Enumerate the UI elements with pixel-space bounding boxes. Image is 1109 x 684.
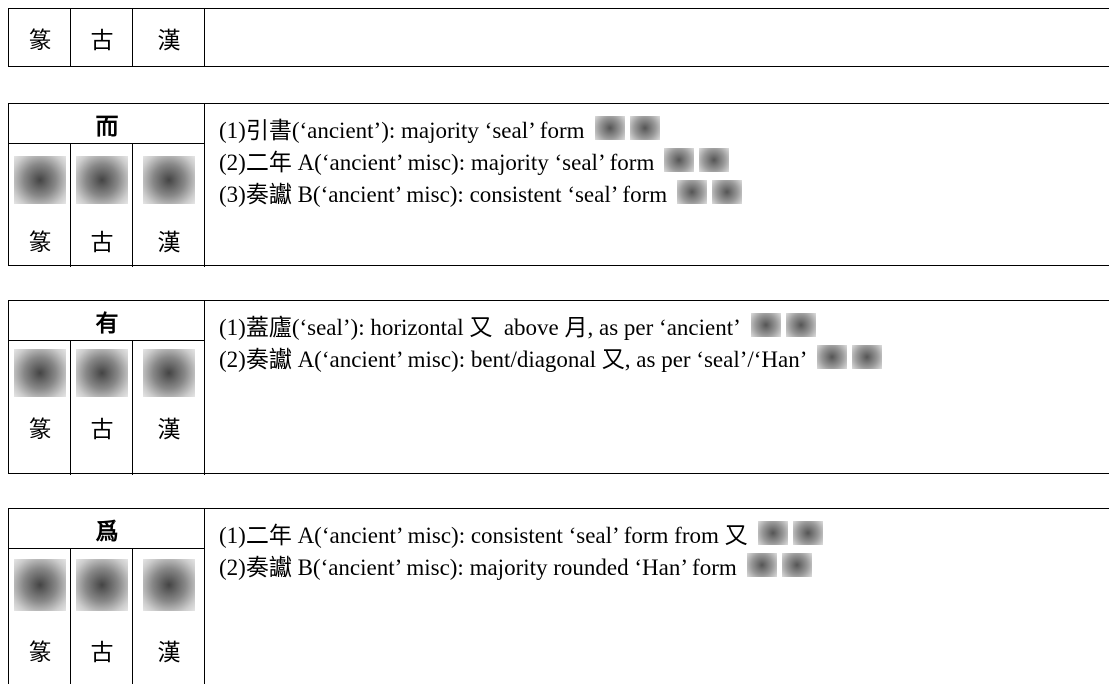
glyph-image — [143, 349, 195, 397]
glyph-image — [746, 553, 777, 577]
note-text: (3)奏讞 B(‘ancient’ misc): consistent ‘sea… — [219, 182, 668, 207]
divider — [70, 549, 71, 684]
header-table: 篆 古 漢 — [8, 8, 1109, 67]
glyph-image — [750, 313, 781, 337]
divider — [132, 549, 133, 684]
glyph-image — [629, 116, 660, 140]
divider — [70, 9, 71, 66]
glyph-image — [699, 148, 730, 172]
glyph-image — [76, 349, 128, 397]
glyph-image — [781, 553, 812, 577]
note-line: (2)奏讞 B(‘ancient’ misc): majority rounde… — [219, 549, 812, 581]
glyph-image — [14, 559, 66, 611]
script-label: 篆 — [28, 417, 52, 442]
glyph-image — [785, 313, 816, 337]
note-line: (3)奏讞 B(‘ancient’ misc): consistent ‘sea… — [219, 176, 743, 208]
divider — [204, 104, 205, 267]
note-text: (1)引書(‘ancient’): majority ‘seal’ form — [219, 118, 585, 143]
note-text: (1)二年 A(‘ancient’ misc): consistent ‘sea… — [219, 523, 748, 548]
divider — [9, 548, 205, 549]
note-line: (1)二年 A(‘ancient’ misc): consistent ‘sea… — [219, 517, 823, 549]
entry-character: 爲 — [95, 519, 119, 544]
glyph-image — [14, 156, 66, 204]
header-cell: 篆 — [28, 27, 52, 53]
divider — [70, 144, 71, 267]
note-line: (2)二年 A(‘ancient’ misc): majority ‘seal’… — [219, 144, 730, 176]
glyph-image — [76, 559, 128, 611]
glyph-image — [852, 345, 883, 369]
divider — [204, 509, 205, 684]
entry-table: 爲篆 古 漢 (1)二年 A(‘ancient’ misc): consistent … — [8, 508, 1109, 684]
header-cell: 古 — [90, 27, 114, 53]
note-text: (2)二年 A(‘ancient’ misc): majority ‘seal’… — [219, 150, 655, 175]
header-cell: 漢 — [157, 27, 181, 53]
script-label: 漢 — [157, 230, 181, 255]
divider — [132, 9, 133, 66]
note-line: (2)奏讞 A(‘ancient’ misc): bent/diagonal 又… — [219, 341, 883, 373]
script-label: 篆 — [28, 640, 52, 665]
script-label: 篆 — [28, 230, 52, 255]
script-label: 古 — [90, 640, 114, 665]
note-text: (2)奏讞 B(‘ancient’ misc): majority rounde… — [219, 555, 737, 580]
note-line: (1)蓋廬(‘seal’): horizontal 又 above 月, as … — [219, 309, 816, 341]
glyph-image — [76, 156, 128, 204]
entry-table: 有篆 古 漢 (1)蓋廬(‘seal’): horizontal 又 above 月,… — [8, 300, 1109, 475]
script-label: 漢 — [157, 417, 181, 442]
glyph-image — [594, 116, 625, 140]
divider — [132, 144, 133, 267]
script-label: 漢 — [157, 640, 181, 665]
script-label: 古 — [90, 230, 114, 255]
glyph-image — [712, 180, 743, 204]
glyph-image — [143, 156, 195, 204]
glyph-image — [677, 180, 708, 204]
divider — [132, 341, 133, 475]
entry-table: 而篆 古 漢 (1)引書(‘ancient’): majority ‘seal’ fo… — [8, 103, 1109, 267]
divider — [204, 9, 205, 66]
glyph-image — [817, 345, 848, 369]
entry-character: 而 — [95, 114, 119, 139]
glyph-image — [757, 521, 788, 545]
glyph-image — [143, 559, 195, 611]
note-text: (1)蓋廬(‘seal’): horizontal 又 above 月, as … — [219, 315, 741, 340]
divider — [9, 340, 205, 341]
glyph-image — [792, 521, 823, 545]
glyph-image — [664, 148, 695, 172]
note-text: (2)奏讞 A(‘ancient’ misc): bent/diagonal 又… — [219, 347, 808, 372]
note-line: (1)引書(‘ancient’): majority ‘seal’ form — [219, 112, 660, 144]
entry-character: 有 — [95, 311, 119, 336]
divider — [204, 301, 205, 475]
divider — [9, 143, 205, 144]
divider — [70, 341, 71, 475]
glyph-image — [14, 349, 66, 397]
script-label: 古 — [90, 417, 114, 442]
